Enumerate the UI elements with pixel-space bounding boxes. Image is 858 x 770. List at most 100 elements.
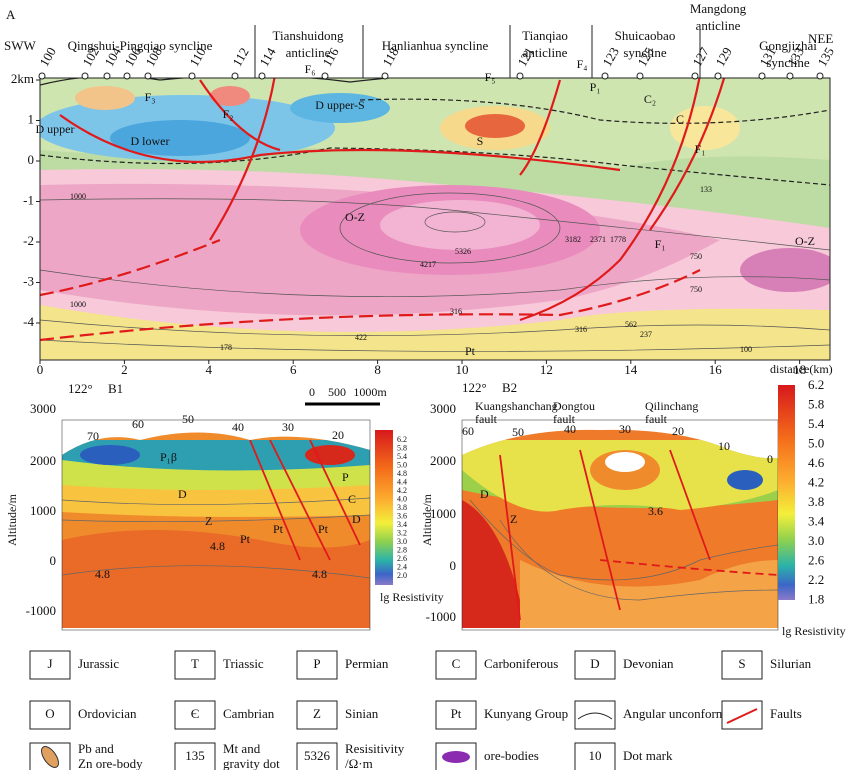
contour-label: 5326 (455, 247, 471, 256)
unit-label: D lower (131, 134, 170, 148)
contour-label: 3182 (565, 235, 581, 244)
legend-symbol: P (313, 656, 320, 671)
gravity-dot (144, 72, 152, 80)
legend-icon (442, 751, 470, 763)
legend-symbol: J (47, 656, 52, 671)
unit-label: P₁β (160, 450, 177, 464)
dot-label: 135 (814, 45, 837, 69)
legend-box (296, 700, 338, 730)
structure-name: syncline (766, 55, 810, 70)
fault-name: fault (645, 412, 668, 426)
x-tick-label: 14 (624, 362, 638, 377)
section-a (40, 78, 830, 360)
legend-label: Pb and Zn ore-body (78, 741, 143, 770)
legend-label: Sinian (345, 706, 379, 721)
unit-label: Z (510, 512, 517, 526)
legend-box (174, 650, 216, 680)
legend-symbol: D (590, 656, 599, 671)
contour-label: 562 (625, 320, 637, 329)
unit-label: 4.8 (312, 567, 327, 581)
unit-label: O-Z (345, 210, 365, 224)
contour-label: 1000 (70, 192, 86, 201)
unit-label: 4.8 (210, 539, 225, 553)
contour-label: 2371 (590, 235, 606, 244)
structure-name: syncline (623, 45, 667, 60)
colorbar (375, 430, 393, 585)
contour-label: 100 (740, 345, 752, 354)
gravity-dot (123, 72, 131, 80)
structure-name: Shuicaobao (615, 28, 676, 43)
frame-b1 (61, 419, 371, 631)
unit-label: F₄ (577, 57, 588, 71)
unit-label: C (676, 112, 684, 126)
legend-symbol: 5326 (304, 748, 331, 763)
dot-label: 114 (256, 45, 279, 69)
panel-label: B1 (108, 381, 123, 396)
contour-label: 316 (575, 325, 587, 334)
y-tick-label: -1000 (426, 609, 456, 624)
dot-mark: 40 (564, 422, 576, 436)
contour-label: 750 (690, 252, 702, 261)
gravity-dot (786, 72, 794, 80)
fault-name: fault (553, 412, 576, 426)
scale-label: 0 (309, 385, 315, 399)
colorbar-tick: 2.0 (397, 571, 407, 580)
gravity-dot (636, 72, 644, 80)
x-tick-label: 6 (290, 362, 297, 377)
colorbar-tick: 3.8 (397, 503, 407, 512)
legend-symbol: Z (313, 706, 321, 721)
unit-label: D (480, 487, 489, 501)
legend-icon (41, 746, 59, 768)
colorbar-title: lg Resistivity (782, 624, 846, 638)
contour-label: 422 (355, 333, 367, 342)
unit-label: D (178, 487, 187, 501)
legend-box (174, 700, 216, 730)
unit-label: F₃ (145, 90, 156, 104)
structure-name: Mangdong (690, 1, 747, 16)
legend-box (174, 742, 216, 770)
legend-box (574, 650, 616, 680)
y-tick-label: 1000 (30, 503, 56, 518)
panel-label: A (6, 7, 16, 22)
legend-label: Dot mark (623, 748, 673, 763)
direction: SWW (4, 38, 37, 53)
legend-symbol: 135 (185, 748, 205, 763)
structure-name: Hanlianhua syncline (382, 38, 489, 53)
unit-label: O-Z (795, 234, 815, 248)
colorbar-tick: 4.2 (397, 486, 407, 495)
x-tick-label: 10 (456, 362, 469, 377)
colorbar-tick: 5.8 (397, 443, 407, 452)
legend-box (574, 700, 616, 730)
unit-label: Z (205, 514, 212, 528)
colorbar-tick: 4.8 (397, 469, 407, 478)
legend-box (574, 742, 616, 770)
legend-box (296, 742, 338, 770)
legend-label: Cambrian (223, 706, 275, 721)
fault-name: fault (475, 412, 498, 426)
unit-label: Pt (240, 532, 251, 546)
colorbar-tick: 3.4 (808, 513, 825, 528)
gravity-dot (321, 72, 329, 80)
legend-symbol: Pt (451, 706, 462, 721)
structure-name: Tianshuidong (272, 28, 344, 43)
dot-mark: 10 (718, 439, 730, 453)
unit-label: F₅ (485, 70, 496, 84)
y-tick-label: 1 (28, 111, 35, 126)
structure-name: Tianqiao (522, 28, 568, 43)
legend-symbol: O (45, 706, 54, 721)
unit-label: F₁ (655, 237, 666, 251)
y-tick-label: 0 (28, 152, 35, 167)
colorbar-tick: 5.0 (397, 460, 407, 469)
dot-mark: 30 (619, 422, 631, 436)
unit-label: 3.6 (648, 504, 663, 518)
gravity-dot (714, 72, 722, 80)
colorbar-tick: 2.8 (397, 545, 407, 554)
colorbar-tick: 5.4 (397, 452, 407, 461)
colorbar-tick: 2.4 (397, 562, 407, 571)
panel-label: B2 (502, 380, 517, 395)
dot-mark: 50 (512, 425, 524, 439)
structure-name: anticline (286, 45, 331, 60)
unit-label: C₂ (644, 92, 656, 106)
legend-label: Triassic (223, 656, 264, 671)
gravity-dot (103, 72, 111, 80)
